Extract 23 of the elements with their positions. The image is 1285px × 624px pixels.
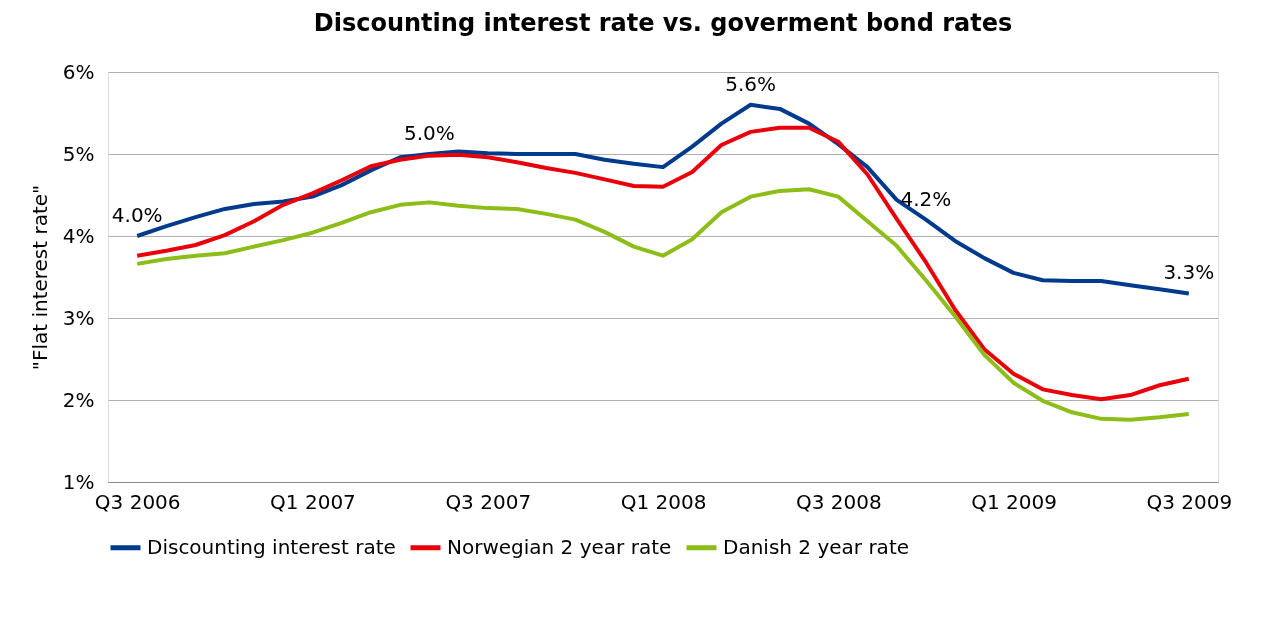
data-label: 5.6%: [725, 71, 777, 96]
legend-label: Discounting interest rate: [147, 534, 396, 559]
x-tick-label: Q3 2008: [795, 489, 882, 514]
x-tick-label: Q1 2008: [620, 489, 707, 514]
x-tick-label: Q3 2009: [1146, 489, 1233, 514]
data-label: 4.2%: [900, 186, 952, 211]
data-label: 5.0%: [403, 121, 455, 145]
y-tick-label: 6%: [62, 59, 95, 84]
legend-label: Danish 2 year rate: [723, 534, 910, 559]
x-tick-label: Q1 2009: [971, 489, 1057, 514]
x-tick-label: Q1 2007: [270, 489, 356, 514]
y-tick-label: 4%: [62, 223, 95, 248]
y-tick-label: 5%: [62, 141, 95, 166]
x-tick-label: Q3 2007: [445, 489, 532, 514]
y-tick-label: 3%: [62, 305, 95, 330]
x-tick-label: Q3 2006: [94, 489, 181, 514]
chart-title: Discounting interest rate vs. goverment bond rates: [313, 9, 1013, 37]
y-axis-title: "Flat interest rate": [27, 184, 52, 371]
legend-label: Norwegian 2 year rate: [447, 534, 672, 559]
y-tick-label: 2%: [62, 387, 95, 412]
data-label: 4.0%: [111, 203, 163, 227]
y-tick-label: 1%: [62, 469, 95, 494]
data-label: 3.3%: [1163, 260, 1215, 285]
